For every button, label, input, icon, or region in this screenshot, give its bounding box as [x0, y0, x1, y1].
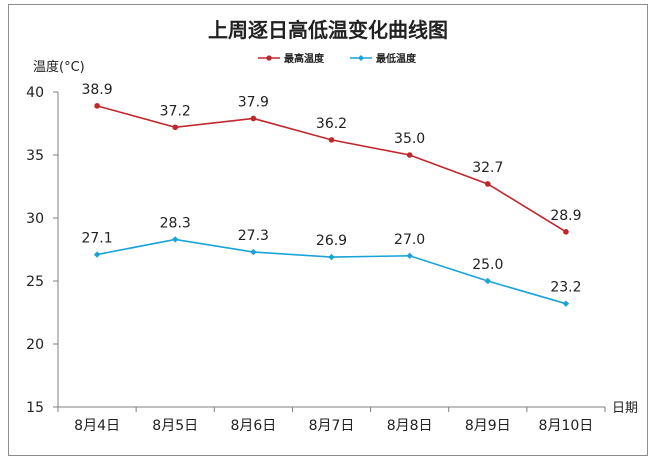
data-label: 26.9: [316, 233, 347, 249]
data-label: 37.2: [160, 103, 191, 119]
x-tick-label: 8月4日: [74, 418, 120, 434]
y-tick-label: 15: [26, 400, 44, 416]
x-tick-label: 8月10日: [539, 418, 594, 434]
data-point: [562, 300, 570, 307]
legend: 最高温度 最低温度: [258, 52, 417, 65]
data-point: [406, 152, 413, 158]
data-label: 27.1: [81, 231, 112, 247]
data-point: [563, 229, 569, 235]
data-label: 37.9: [238, 94, 269, 110]
y-tick-label: 35: [26, 148, 44, 164]
data-labels: 38.9 37.2 37.9 36.2 35.0 32.7 28.9 27.1 28.3 27.3…: [81, 82, 581, 296]
x-tick-label: 8月6日: [230, 418, 276, 434]
axes: 15 20 25 30 35 40 8月4日 8月5日 8月6日 8月7日 8月8日 8月9日 8月10…: [26, 59, 638, 434]
data-point: [93, 251, 101, 258]
data-point: [484, 277, 491, 285]
x-tick-label: 8月7日: [309, 418, 355, 434]
data-point: [328, 253, 335, 261]
data-label: 38.9: [81, 82, 112, 98]
data-point: [172, 124, 179, 131]
data-point: [94, 103, 100, 109]
x-tick-label: 8月5日: [152, 418, 198, 434]
series-layer: [93, 103, 570, 307]
data-point: [250, 115, 257, 122]
data-label: 27.0: [394, 232, 425, 248]
legend-label: 最高温度: [284, 52, 325, 65]
legend-marker: [358, 55, 364, 61]
legend-label: 最低温度: [376, 52, 417, 65]
y-tick-label: 30: [26, 211, 44, 227]
data-label: 32.7: [472, 160, 503, 176]
data-label: 25.0: [472, 257, 503, 273]
data-point: [250, 248, 257, 256]
data-point: [172, 236, 179, 243]
data-label: 36.2: [316, 116, 347, 132]
data-label: 23.2: [550, 280, 581, 296]
chart-title: 上周逐日高低温变化曲线图: [208, 18, 448, 42]
y-axis-title: 温度(°C): [33, 59, 85, 75]
data-label: 35.0: [394, 131, 425, 147]
y-tick-label: 20: [26, 337, 44, 353]
x-tick-label: 8月9日: [465, 418, 511, 434]
x-axis-title: 日期: [612, 401, 638, 416]
data-point: [484, 181, 491, 187]
data-label: 28.9: [550, 208, 581, 224]
data-point: [406, 252, 413, 259]
y-tick-label: 25: [26, 274, 44, 290]
x-tick-label: 8月8日: [387, 418, 433, 434]
legend-marker: [266, 55, 272, 61]
chart-frame: [8, 4, 648, 456]
data-point: [328, 137, 335, 143]
data-label: 27.3: [238, 228, 269, 244]
data-label: 28.3: [160, 215, 191, 231]
y-tick-label: 40: [26, 85, 44, 101]
